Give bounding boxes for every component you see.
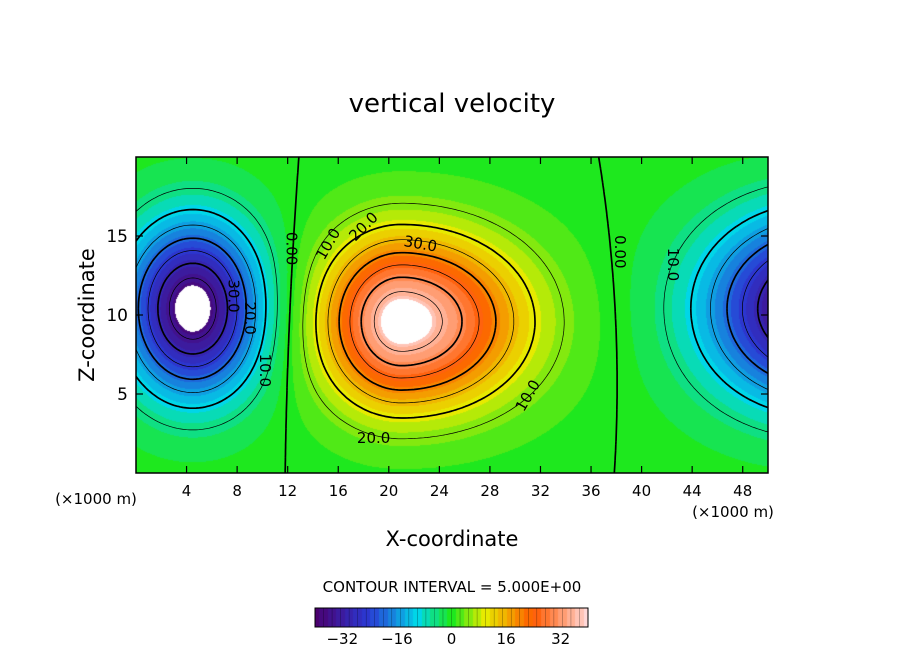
contour-interval-text: CONTOUR INTERVAL = 5.000E+00 xyxy=(323,578,582,596)
contour-line-pos5 xyxy=(302,202,565,440)
contour-line-pos30 xyxy=(360,276,463,367)
velocity-field xyxy=(136,157,768,473)
x-axis-label: X-coordinate xyxy=(386,527,519,551)
x-tick-label: 24 xyxy=(430,482,449,500)
contour-line-pos25 xyxy=(349,264,480,379)
contour-line-pos10 xyxy=(315,223,536,419)
x-tick-label: 12 xyxy=(278,482,297,500)
y-tick-label: 15 xyxy=(106,227,128,247)
x-tick-label: 44 xyxy=(683,482,702,500)
x-tick-label: 40 xyxy=(632,482,651,500)
contour-label: 10.0 xyxy=(664,248,682,281)
contour-label: 20.0 xyxy=(357,429,390,447)
colorbar-tick-label: −32 xyxy=(326,630,358,648)
contour-line-neg15 xyxy=(136,224,768,393)
contour-line-neg10 xyxy=(136,208,768,410)
x-tick-label: 28 xyxy=(480,482,499,500)
contour-label: 10.0 xyxy=(256,354,274,387)
y-tick-label: 5 xyxy=(117,385,128,405)
contour-label: 30.0 xyxy=(402,232,438,256)
contour-label: 0.00 xyxy=(282,232,300,265)
x-tick-label: 48 xyxy=(733,482,752,500)
x-tick-label: 32 xyxy=(531,482,550,500)
colorbar-ticks: −32 −16 0 16 32 xyxy=(323,608,580,648)
x-tick-label: 4 xyxy=(182,482,192,500)
colorbar-tick-label: 0 xyxy=(447,630,457,648)
contour-label: 20.0 xyxy=(241,301,259,334)
contour-label: 0.00 xyxy=(611,235,629,268)
contour-line-neg35 xyxy=(168,277,217,340)
x-tick-label: 8 xyxy=(232,482,242,500)
chart-title: vertical velocity xyxy=(349,89,556,119)
contour-line-pos15 xyxy=(327,239,515,404)
contour-line-pos0 xyxy=(284,157,618,473)
x-axis-ticks: 4 8 12 16 20 24 28 32 36 40 44 48 xyxy=(182,157,752,500)
contour-line-pos35 xyxy=(373,291,443,352)
colorbar: −32 −16 0 16 32 xyxy=(314,607,589,648)
y-axis-label: Z-coordinate xyxy=(75,248,99,382)
x-tick-label: 20 xyxy=(379,482,398,500)
x-tick-label: 36 xyxy=(581,482,600,500)
x-tick-label: 16 xyxy=(329,482,348,500)
contour-line-neg20 xyxy=(137,237,768,381)
contour-line-pos20 xyxy=(338,251,497,391)
contour-label: 30.0 xyxy=(224,279,242,312)
x-unit-left: (×1000 m) xyxy=(55,490,137,508)
contour-lines xyxy=(136,157,768,473)
colorbar-tick-label: 32 xyxy=(551,630,570,648)
colorbar-tick-label: 16 xyxy=(497,630,516,648)
y-axis-ticks: 5 10 15 xyxy=(106,227,768,405)
y-tick-label: 10 xyxy=(106,306,128,326)
colorbar-tick-label: −16 xyxy=(381,630,413,648)
x-unit-right: (×1000 m) xyxy=(692,503,774,521)
